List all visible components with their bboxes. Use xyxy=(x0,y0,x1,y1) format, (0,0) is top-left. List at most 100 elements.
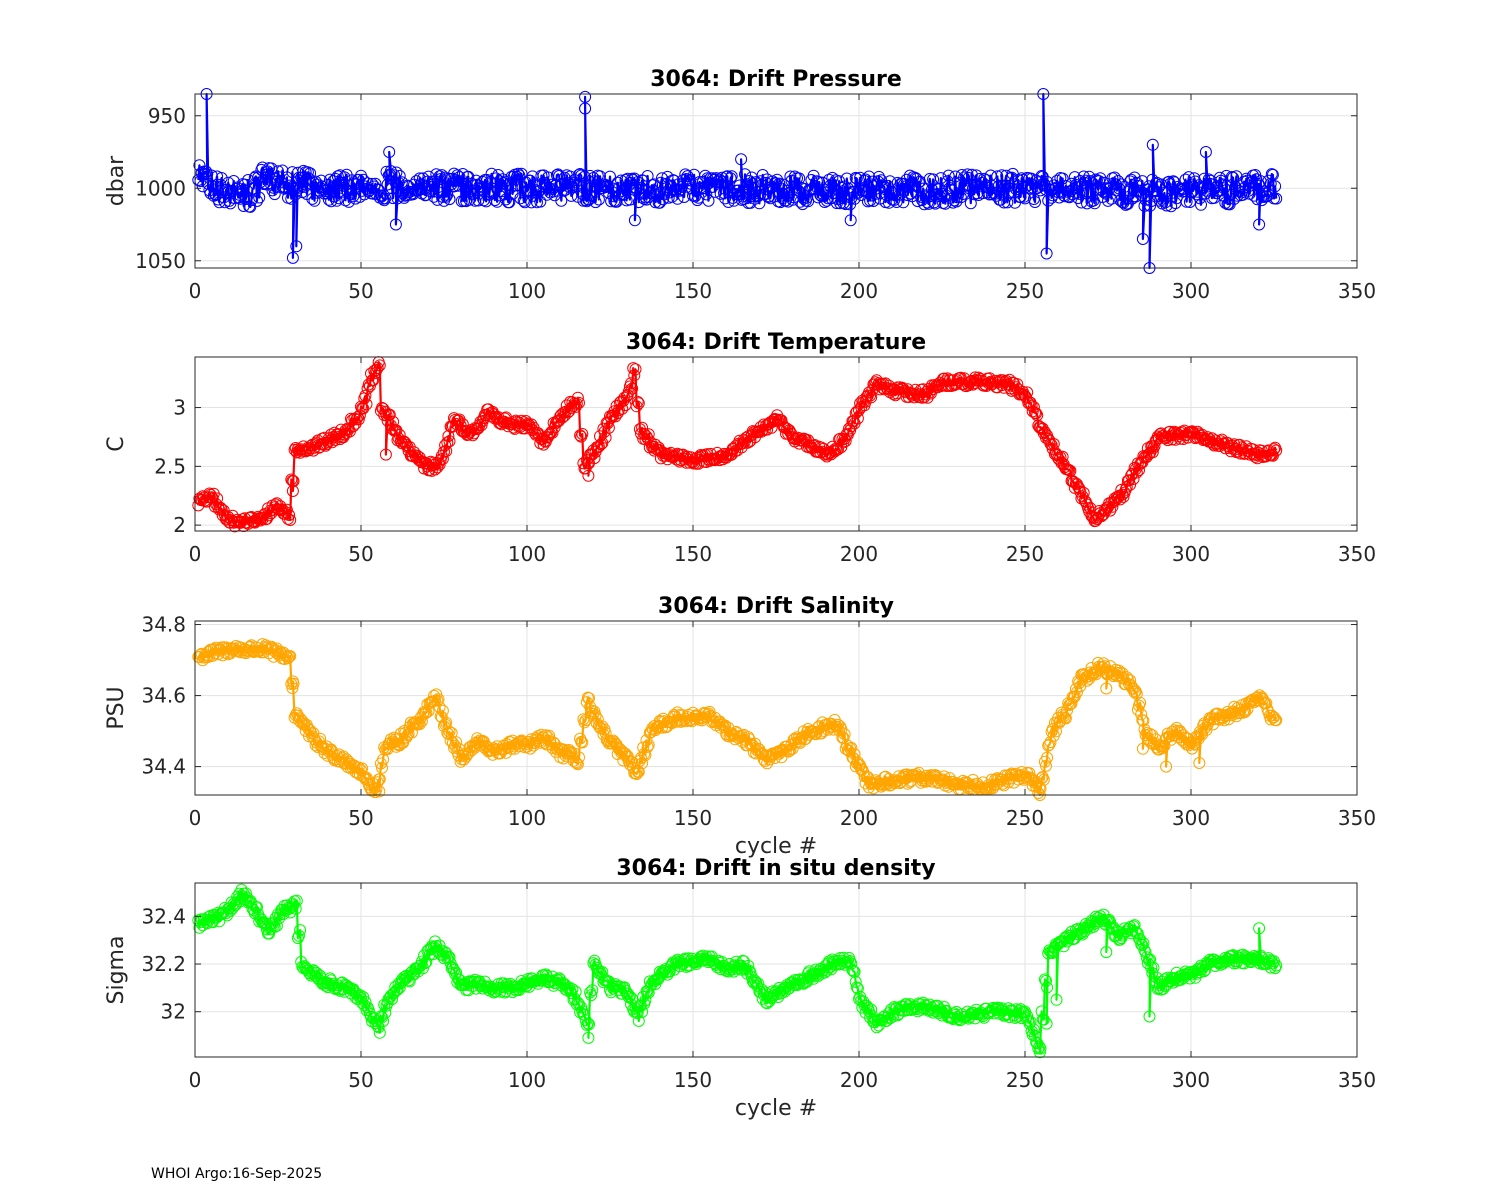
data-point xyxy=(1124,674,1137,687)
data-point xyxy=(327,175,340,188)
data-point xyxy=(1191,963,1204,975)
data-point xyxy=(623,193,636,206)
data-point xyxy=(1108,171,1121,184)
data-point xyxy=(1041,981,1054,994)
data-point xyxy=(419,707,432,720)
data-point xyxy=(1260,697,1273,710)
data-point xyxy=(651,721,664,734)
data-point xyxy=(1133,464,1145,477)
data-point xyxy=(892,770,905,783)
data-point xyxy=(1157,740,1170,753)
data-point xyxy=(582,1031,595,1044)
data-point xyxy=(537,731,550,744)
data-point xyxy=(376,761,388,774)
data-point xyxy=(319,742,332,755)
x-tick-label: 250 xyxy=(1006,806,1044,830)
x-tick-label: 350 xyxy=(1338,542,1376,566)
data-point xyxy=(338,171,351,184)
data-point xyxy=(1103,913,1116,926)
data-point xyxy=(659,449,672,462)
data-point xyxy=(656,966,668,979)
data-point xyxy=(1088,197,1101,210)
data-point xyxy=(1238,705,1251,717)
data-point xyxy=(390,424,403,437)
data-point xyxy=(1035,1005,1048,1018)
data-point xyxy=(335,176,348,189)
data-point xyxy=(1136,939,1149,952)
data-point xyxy=(1075,196,1088,209)
data-point xyxy=(582,469,595,482)
data-point xyxy=(1027,1023,1040,1036)
data-point xyxy=(1042,739,1055,752)
x-tick-label: 50 xyxy=(348,279,373,303)
data-point xyxy=(1138,944,1151,957)
data-point xyxy=(658,964,671,977)
data-point xyxy=(485,167,498,180)
data-point xyxy=(1078,176,1091,189)
data-point xyxy=(929,197,942,210)
data-point xyxy=(272,165,284,178)
data-point xyxy=(636,1005,649,1018)
axes-frame xyxy=(194,620,1358,796)
data-point xyxy=(1250,951,1263,964)
data-point xyxy=(359,389,372,402)
data-point xyxy=(1252,694,1265,707)
data-point xyxy=(229,898,242,911)
data-point xyxy=(746,425,759,438)
data-point xyxy=(571,758,584,771)
data-point xyxy=(1059,712,1072,725)
data-point xyxy=(648,178,661,191)
data-point xyxy=(287,475,300,488)
plot-area xyxy=(195,621,1357,795)
y-axis-label: Sigma xyxy=(104,936,129,1005)
data-point xyxy=(286,251,299,264)
data-point xyxy=(927,173,940,186)
data-point xyxy=(1146,446,1159,459)
y-tick-label: 1050 xyxy=(135,249,186,273)
data-point xyxy=(725,170,738,183)
data-point xyxy=(867,195,880,207)
data-point xyxy=(685,182,698,195)
data-point xyxy=(1128,686,1141,699)
data-point xyxy=(440,716,453,729)
data-point xyxy=(637,741,650,754)
data-point xyxy=(971,187,984,200)
data-point xyxy=(865,1003,878,1016)
data-point xyxy=(486,185,499,198)
data-point xyxy=(462,984,475,997)
y-tick-label: 34.8 xyxy=(141,613,186,637)
data-point xyxy=(1182,171,1195,184)
data-point xyxy=(721,170,734,183)
data-point xyxy=(393,428,406,441)
data-point xyxy=(359,995,372,1008)
data-point xyxy=(400,439,413,451)
data-point xyxy=(1109,178,1122,191)
data-point xyxy=(754,175,767,188)
data-point xyxy=(308,194,321,207)
data-point xyxy=(1165,200,1178,213)
x-tick-label: 50 xyxy=(348,1068,373,1092)
data-point xyxy=(442,430,455,443)
data-point xyxy=(756,169,769,181)
data-point xyxy=(844,214,857,227)
data-point xyxy=(525,196,538,209)
data-point xyxy=(1003,373,1016,386)
data-point xyxy=(631,1007,644,1020)
data-point xyxy=(512,167,525,180)
data-point xyxy=(858,174,871,187)
data-point xyxy=(832,718,844,731)
data-point xyxy=(670,715,683,728)
data-point xyxy=(1220,169,1233,182)
data-point xyxy=(845,957,858,970)
data-point xyxy=(1270,444,1283,457)
data-point xyxy=(941,775,954,788)
data-point xyxy=(270,919,283,932)
data-point xyxy=(850,405,863,418)
data-point xyxy=(642,739,655,752)
data-point xyxy=(581,1017,594,1030)
x-tick-label: 100 xyxy=(508,279,546,303)
data-point xyxy=(226,902,239,915)
data-point xyxy=(708,173,720,186)
data-point xyxy=(1266,168,1279,181)
data-point xyxy=(1024,1015,1037,1028)
